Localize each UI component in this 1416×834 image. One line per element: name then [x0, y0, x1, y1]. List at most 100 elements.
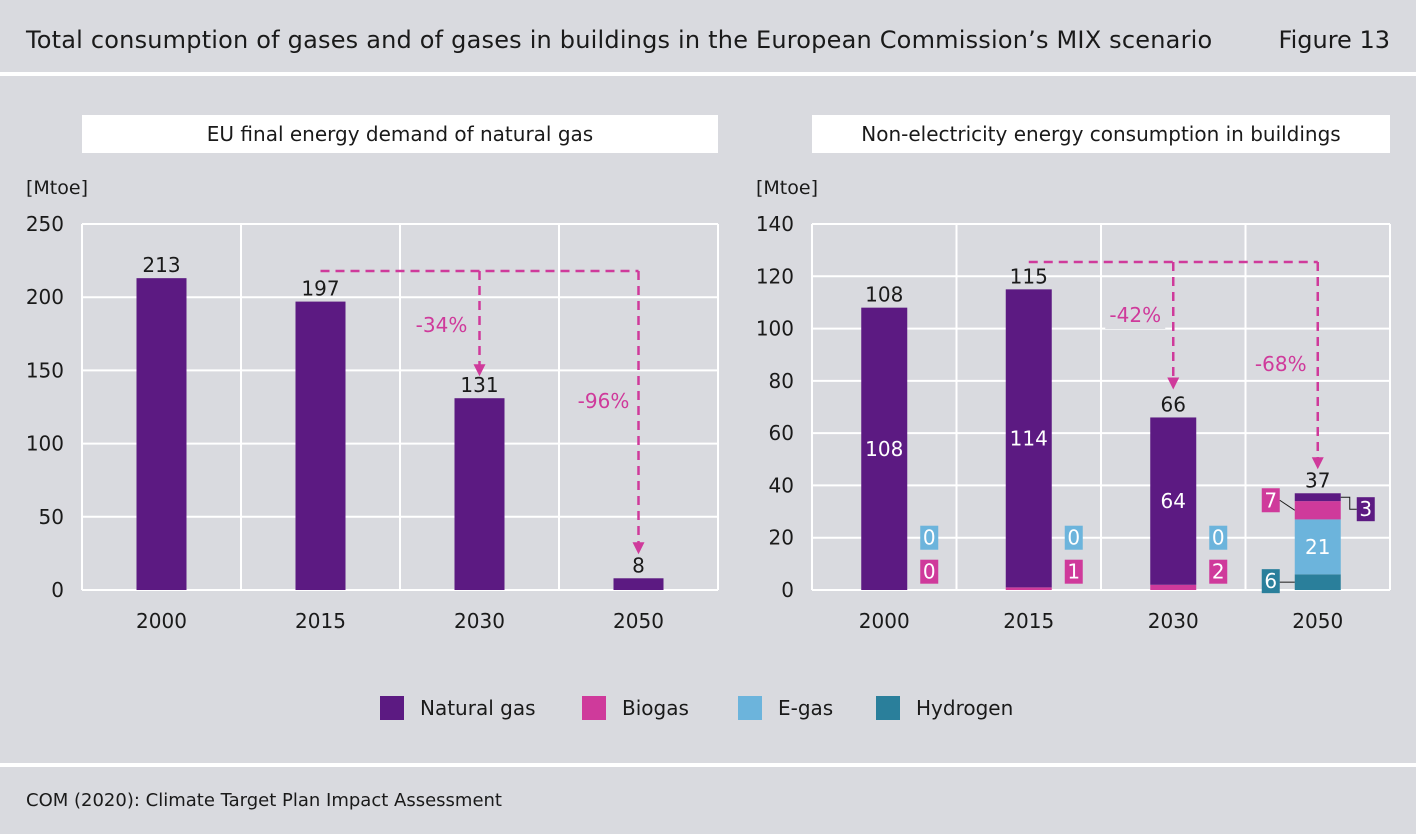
legend-label-e-gas: E-gas [778, 696, 834, 720]
y-tick-label: 100 [756, 317, 794, 341]
y-axis-unit: [Mtoe] [26, 177, 88, 199]
bar-biogas-2015 [1005, 587, 1052, 590]
segment-label-hydrogen-2050: 6 [1264, 569, 1277, 593]
bar-value-label: 197 [301, 277, 339, 301]
arrowhead-2030 [1167, 377, 1180, 390]
header-divider [0, 72, 1416, 76]
segment-label-natural-gas-2050-box [1356, 497, 1375, 522]
left-chart-title: EU final energy demand of natural gas [82, 115, 718, 153]
legend-item-hydrogen: Hydrogen [876, 696, 1013, 720]
segment-label-e-gas: 0 [1212, 526, 1225, 550]
bar-natural-gas-2030 [1150, 417, 1197, 585]
segment-label-e-gas-box [920, 525, 939, 550]
y-tick-label: 50 [39, 505, 64, 529]
segment-label-natural-gas: 114 [1010, 426, 1048, 450]
x-tick-label: 2015 [1003, 609, 1054, 633]
y-tick-label: 150 [26, 358, 64, 382]
x-tick-label: 2050 [1292, 609, 1343, 633]
y-tick-label: 80 [769, 369, 794, 393]
x-tick-label: 2050 [613, 609, 664, 633]
legend-label-biogas: Biogas [622, 696, 689, 720]
annotation-change-2050: -96% [578, 389, 630, 413]
annotation-change-2050: -68% [1255, 352, 1307, 376]
y-tick-label: 200 [26, 285, 64, 309]
bar-hydrogen-2050 [1294, 574, 1341, 590]
segment-label-e-gas: 0 [923, 526, 936, 550]
annotation-change-2030: -34% [416, 313, 468, 337]
legend-swatch-hydrogen [876, 696, 900, 720]
segment-label-e-gas: 0 [1067, 526, 1080, 550]
y-tick-label: 60 [769, 421, 794, 445]
figure-title: Total consumption of gases and of gases … [26, 26, 1213, 54]
segment-label-biogas-box [920, 559, 939, 584]
y-tick-label: 120 [756, 264, 794, 288]
bar-natural-gas-2015 [1005, 289, 1052, 588]
bar-natural-gas-2030 [454, 398, 505, 590]
arrowhead-2050 [632, 542, 645, 555]
bar-total-label: 115 [1010, 264, 1048, 288]
x-tick-label: 2030 [1148, 609, 1199, 633]
annotation-bg [411, 311, 472, 339]
y-tick-label: 250 [26, 212, 64, 236]
annotation-bg [572, 387, 635, 415]
bar-biogas-2050 [1294, 501, 1341, 520]
x-tick-label: 2030 [454, 609, 505, 633]
y-tick-label: 0 [51, 578, 64, 602]
arrowhead-2050 [1311, 457, 1324, 470]
figure-header: Total consumption of gases and of gases … [0, 0, 1416, 72]
y-tick-label: 0 [781, 578, 794, 602]
bar-e-gas-2050 [1294, 519, 1341, 575]
legend-item-e-gas: E-gas [738, 696, 833, 720]
segment-label-biogas: 0 [923, 560, 936, 584]
segment-label-e-gas-box [1064, 525, 1083, 550]
bar-natural-gas-2050 [613, 578, 664, 590]
legend-label-natural-gas: Natural gas [420, 696, 536, 720]
segment-label-biogas: 1 [1067, 560, 1080, 584]
segment-label-hydrogen-2050-box [1261, 569, 1280, 594]
bar-natural-gas-2015 [295, 301, 346, 590]
segment-label-biogas-box [1064, 559, 1083, 584]
right-chart-title: Non-electricity energy consumption in bu… [812, 115, 1390, 153]
bar-natural-gas-2050 [1294, 493, 1341, 502]
x-tick-label: 2000 [859, 609, 910, 633]
bar-total-label: 66 [1161, 392, 1186, 416]
bar-biogas-2030 [1150, 584, 1197, 590]
segment-label-natural-gas: 108 [865, 437, 903, 461]
y-tick-label: 100 [26, 432, 64, 456]
legend-label-hydrogen: Hydrogen [916, 696, 1014, 720]
segment-label-biogas-2050-box [1261, 488, 1280, 513]
y-axis-unit: [Mtoe] [756, 177, 818, 199]
legend-swatch-natural-gas [380, 696, 404, 720]
annotation-change-2030: -42% [1109, 303, 1161, 327]
figure-number: Figure 13 [1278, 26, 1390, 54]
bar-total-label: 37 [1305, 468, 1330, 492]
segment-label-natural-gas: 64 [1161, 489, 1186, 513]
bar-value-label: 213 [142, 253, 180, 277]
bar-natural-gas-2000 [861, 307, 908, 590]
segment-label-biogas: 2 [1212, 560, 1225, 584]
bar-value-label: 131 [460, 373, 498, 397]
arrowhead-2030 [473, 364, 486, 377]
y-tick-label: 20 [769, 526, 794, 550]
leader-natural-gas [1340, 496, 1357, 510]
legend-item-biogas: Biogas [582, 696, 689, 720]
y-tick-label: 140 [756, 212, 794, 236]
segment-label-biogas-box [1209, 559, 1228, 584]
x-tick-label: 2015 [295, 609, 346, 633]
bar-total-label: 108 [865, 283, 903, 307]
y-tick-label: 40 [769, 473, 794, 497]
segment-label-natural-gas-2050: 3 [1359, 497, 1372, 521]
segment-label-biogas-2050: 7 [1264, 488, 1277, 512]
annotation-bg [1105, 301, 1166, 329]
x-tick-label: 2000 [136, 609, 187, 633]
legend-swatch-e-gas [738, 696, 762, 720]
source-note: COM (2020): Climate Target Plan Impact A… [26, 790, 502, 811]
legend-item-natural-gas: Natural gas [380, 696, 536, 720]
segment-label-e-gas-2050: 21 [1305, 535, 1330, 559]
bar-natural-gas-2000 [136, 278, 187, 590]
segment-label-e-gas-box [1209, 525, 1228, 550]
annotation-bg [1249, 350, 1312, 378]
footer-divider [0, 763, 1416, 767]
leader-biogas [1279, 499, 1296, 511]
